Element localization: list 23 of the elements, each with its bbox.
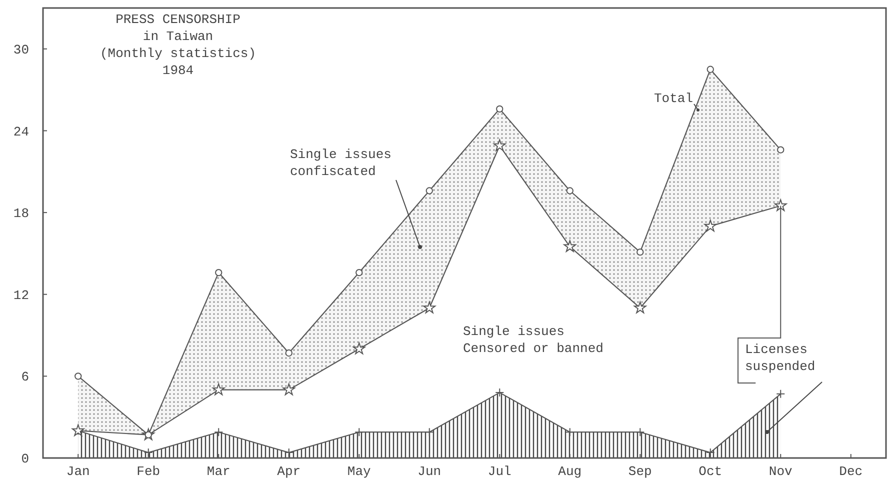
x-tick-label: Mar bbox=[206, 464, 230, 479]
y-tick-label: 12 bbox=[13, 288, 29, 303]
y-tick-label: 18 bbox=[13, 206, 29, 222]
series-label: Single issues Censored or banned bbox=[463, 324, 604, 356]
x-tick-label: Jul bbox=[488, 464, 512, 479]
y-tick-label: 0 bbox=[21, 452, 29, 467]
x-tick-label: May bbox=[347, 464, 372, 479]
x-tick-label: Jan bbox=[66, 464, 90, 479]
x-tick-label: Aug bbox=[558, 464, 582, 479]
y-tick-label: 6 bbox=[21, 370, 29, 385]
x-tick-label: Jun bbox=[418, 464, 442, 479]
x-tick-label: Nov bbox=[768, 464, 793, 479]
x-tick-label: Feb bbox=[136, 464, 160, 479]
annotation: Total bbox=[654, 91, 694, 106]
x-tick-label: Apr bbox=[277, 464, 301, 479]
x-tick-label: Oct bbox=[698, 464, 722, 479]
text: Single issues confiscated bbox=[290, 147, 392, 179]
text: Licenses suspended bbox=[745, 342, 816, 374]
x-tick-label: Sep bbox=[628, 464, 652, 479]
y-tick-label: 30 bbox=[13, 42, 29, 58]
y-tick-label: 24 bbox=[13, 124, 30, 140]
x-tick-label: Dec bbox=[839, 464, 863, 479]
text: PRESS CENSORSHIP in Taiwan (Monthly statistics) 1984 bbox=[100, 12, 256, 78]
